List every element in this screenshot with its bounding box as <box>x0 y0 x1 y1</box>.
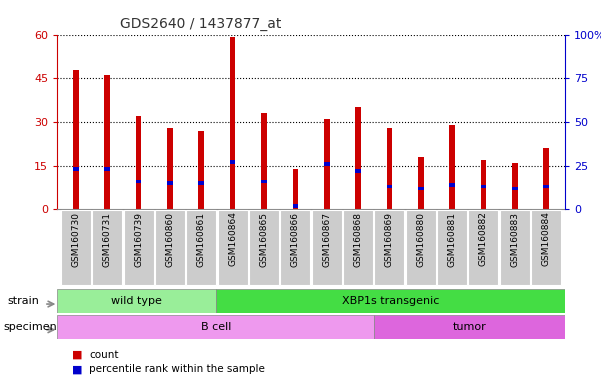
Text: GSM160867: GSM160867 <box>322 212 331 266</box>
Bar <box>531 210 561 285</box>
Bar <box>450 183 455 187</box>
Text: wild type: wild type <box>111 296 162 306</box>
Text: GSM160731: GSM160731 <box>103 212 112 266</box>
Bar <box>355 169 361 172</box>
Bar <box>406 210 436 285</box>
Bar <box>261 180 267 183</box>
Text: specimen: specimen <box>3 322 56 332</box>
Bar <box>374 315 565 339</box>
Bar <box>280 210 310 285</box>
Bar <box>543 185 549 188</box>
Text: strain: strain <box>8 296 40 306</box>
Bar <box>136 116 141 209</box>
Text: GDS2640 / 1437877_at: GDS2640 / 1437877_at <box>120 17 282 31</box>
Text: B cell: B cell <box>201 322 231 332</box>
Text: XBP1s transgenic: XBP1s transgenic <box>342 296 439 306</box>
Text: GSM160868: GSM160868 <box>353 212 362 266</box>
Text: GSM160884: GSM160884 <box>542 212 551 266</box>
Text: percentile rank within the sample: percentile rank within the sample <box>89 364 265 374</box>
Bar <box>343 210 373 285</box>
Text: GSM160864: GSM160864 <box>228 212 237 266</box>
Text: GSM160882: GSM160882 <box>479 212 488 266</box>
Bar <box>437 210 467 285</box>
Bar <box>512 187 517 190</box>
Bar <box>261 113 267 209</box>
Bar <box>324 162 329 166</box>
Bar <box>167 128 172 209</box>
Bar <box>186 210 216 285</box>
Bar <box>61 210 91 285</box>
Bar <box>57 315 374 339</box>
Bar <box>500 210 530 285</box>
Bar <box>386 128 392 209</box>
Bar <box>481 160 486 209</box>
Text: ■: ■ <box>72 364 82 374</box>
Bar <box>105 75 110 209</box>
Text: GSM160869: GSM160869 <box>385 212 394 266</box>
Bar <box>324 119 329 209</box>
Bar <box>198 181 204 185</box>
Text: GSM160739: GSM160739 <box>134 212 143 266</box>
Bar <box>249 210 279 285</box>
Bar <box>105 167 110 171</box>
Bar <box>293 204 298 207</box>
Bar <box>155 210 185 285</box>
Text: GSM160860: GSM160860 <box>165 212 174 266</box>
Bar <box>167 181 172 185</box>
Bar <box>92 210 122 285</box>
Bar <box>73 167 79 171</box>
Text: GSM160730: GSM160730 <box>72 212 81 266</box>
Text: GSM160880: GSM160880 <box>416 212 426 266</box>
Bar <box>418 157 424 209</box>
Text: GSM160881: GSM160881 <box>448 212 457 266</box>
Bar <box>73 70 79 209</box>
Bar <box>124 210 154 285</box>
Bar <box>543 148 549 209</box>
Bar <box>216 289 565 313</box>
Bar <box>418 187 424 190</box>
Bar <box>355 108 361 209</box>
Bar <box>512 163 517 209</box>
Bar <box>57 289 216 313</box>
Bar <box>198 131 204 209</box>
Bar <box>293 169 298 209</box>
Bar <box>481 185 486 188</box>
Bar <box>468 210 498 285</box>
Text: ■: ■ <box>72 350 82 360</box>
Text: GSM160866: GSM160866 <box>291 212 300 266</box>
Bar <box>230 161 236 164</box>
Bar <box>386 185 392 188</box>
Bar <box>312 210 342 285</box>
Text: tumor: tumor <box>453 322 487 332</box>
Bar <box>374 210 404 285</box>
Bar <box>218 210 248 285</box>
Text: GSM160861: GSM160861 <box>197 212 206 266</box>
Text: GSM160865: GSM160865 <box>260 212 269 266</box>
Bar <box>230 38 236 209</box>
Text: GSM160883: GSM160883 <box>510 212 519 266</box>
Bar <box>450 125 455 209</box>
Text: count: count <box>89 350 118 360</box>
Bar <box>136 180 141 183</box>
